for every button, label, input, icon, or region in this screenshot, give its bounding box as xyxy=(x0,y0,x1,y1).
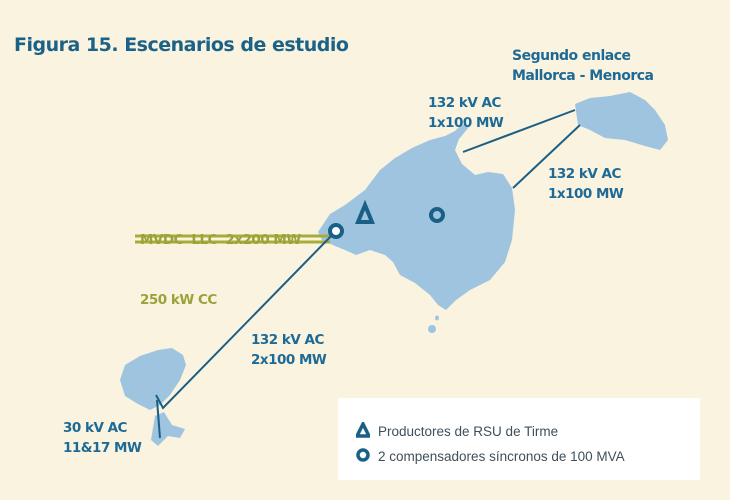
island-formentera xyxy=(151,412,185,446)
figure-title: Figura 15. Escenarios de estudio xyxy=(14,34,349,56)
label-line: 250 kW CC xyxy=(140,292,217,308)
legend-item-compensators: 2 compensadores síncronos de 100 MVA xyxy=(356,447,625,466)
label-menorca-link: Segundo enlace Mallorca - Menorca xyxy=(512,46,654,86)
ring-icon xyxy=(356,447,378,466)
label-link-formentera: 30 kV AC 11&17 MW xyxy=(63,418,142,458)
label-line: 132 kV AC xyxy=(428,95,501,111)
islet-small xyxy=(435,315,439,321)
legend-label: 2 compensadores síncronos de 100 MVA xyxy=(378,449,625,464)
link-formentera xyxy=(156,399,161,439)
label-link-east: 132 kV AC 1x100 MW xyxy=(548,164,624,204)
link-menorca-east xyxy=(512,124,581,189)
legend: Productores de RSU de Tirme 2 compensado… xyxy=(338,398,700,480)
islet-cabrera xyxy=(428,325,436,333)
label-line: 1x100 MW xyxy=(548,186,624,202)
island-ibiza xyxy=(120,348,186,410)
label-line: MVDC LLC 2x200 MW xyxy=(140,232,301,248)
link-ibiza xyxy=(155,230,337,410)
label-mvdc: MVDC LLC 2x200 MW 250 kW CC xyxy=(140,190,301,330)
label-line: 1x100 MW xyxy=(428,115,504,131)
link-menorca-north xyxy=(462,109,576,153)
label-line: Mallorca - Menorca xyxy=(512,68,654,84)
compensator-ring-icon xyxy=(429,207,445,223)
triangle-icon xyxy=(354,420,378,441)
label-link-north: 132 kV AC 1x100 MW xyxy=(428,93,504,133)
label-line: 132 kV AC xyxy=(548,166,621,182)
island-mallorca xyxy=(318,124,515,310)
label-line: 11&17 MW xyxy=(63,440,142,456)
legend-item-producers: Productores de RSU de Tirme xyxy=(354,420,559,441)
producer-triangle-icon xyxy=(355,199,375,224)
island-menorca xyxy=(575,92,668,150)
label-line: Segundo enlace xyxy=(512,48,631,64)
compensator-ring-icon xyxy=(328,223,344,239)
label-line: 2x100 MW xyxy=(251,352,327,368)
label-link-ibiza: 132 kV AC 2x100 MW xyxy=(251,330,327,370)
label-line: 132 kV AC xyxy=(251,332,324,348)
legend-label: Productores de RSU de Tirme xyxy=(378,424,559,439)
label-line: 30 kV AC xyxy=(63,420,127,436)
